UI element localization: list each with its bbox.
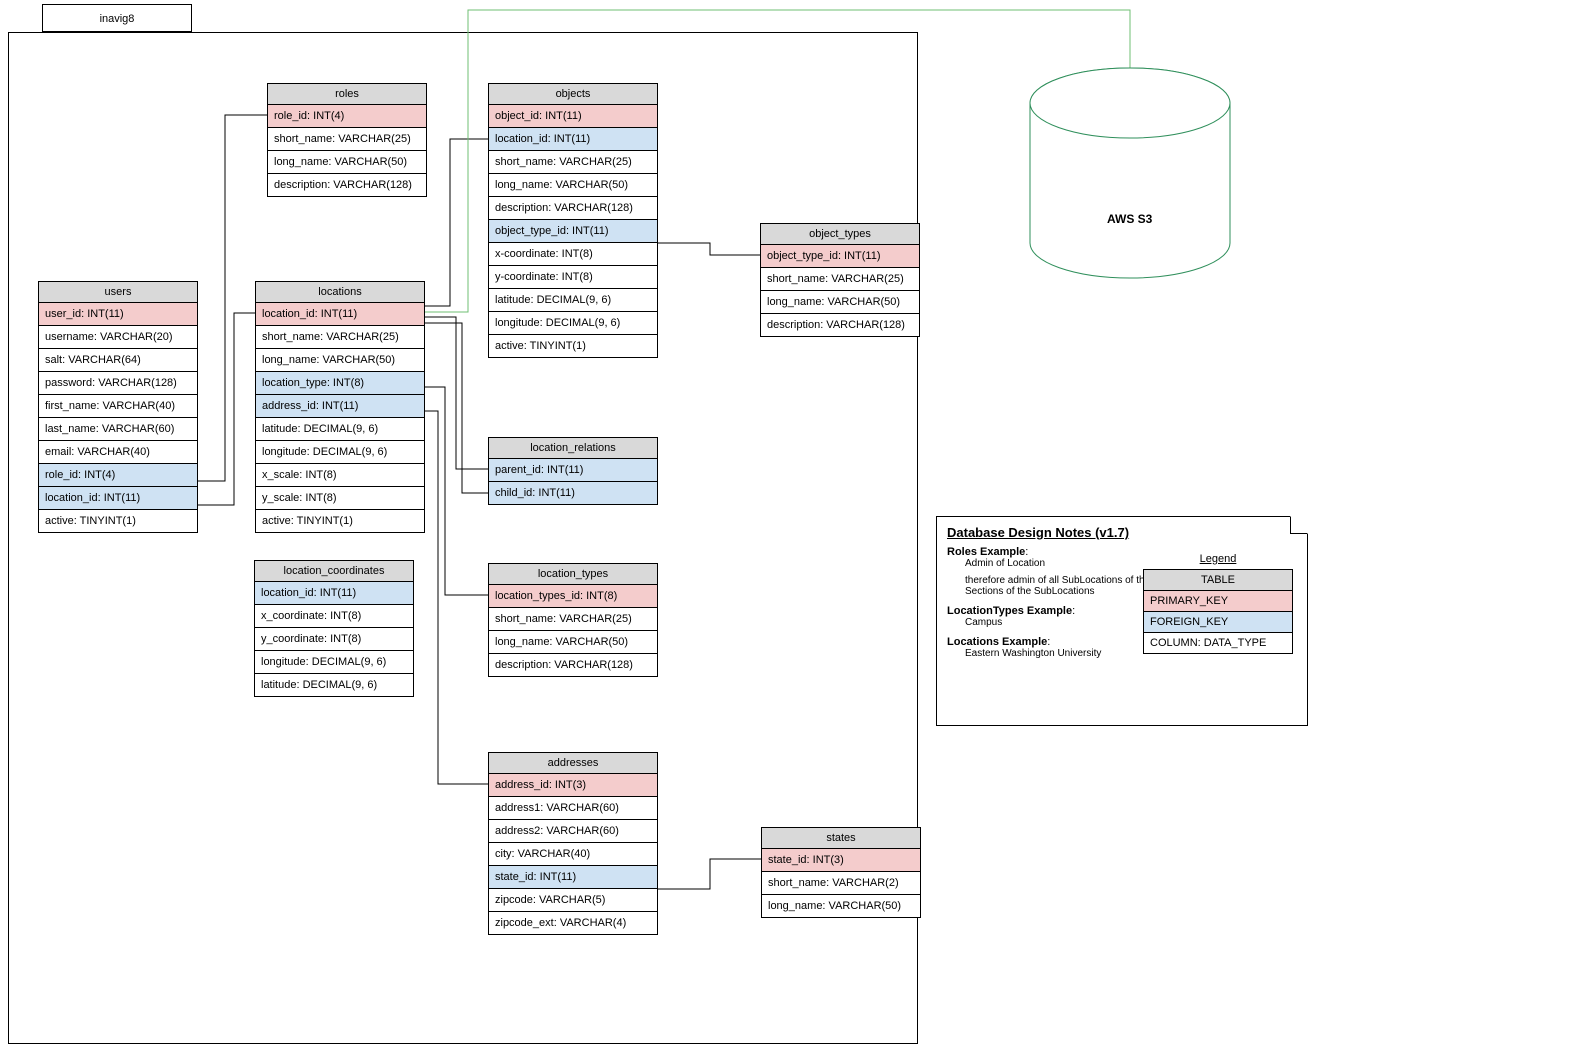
table-location_coordinates: location_coordinateslocation_id: INT(11)… (254, 560, 414, 697)
table-row: short_name: VARCHAR(25) (256, 326, 424, 349)
table-header: users (39, 282, 197, 303)
table-row: object_type_id: INT(11) (761, 245, 919, 268)
table-header: location_types (489, 564, 657, 585)
design-notes: Database Design Notes (v1.7) Roles Examp… (936, 516, 1308, 726)
table-row: state_id: INT(3) (762, 849, 920, 872)
table-header: objects (489, 84, 657, 105)
table-row: description: VARCHAR(128) (489, 654, 657, 676)
table-header: location_coordinates (255, 561, 413, 582)
table-row: y-coordinate: INT(8) (489, 266, 657, 289)
table-row: user_id: INT(11) (39, 303, 197, 326)
table-row: state_id: INT(11) (489, 866, 657, 889)
table-row: first_name: VARCHAR(40) (39, 395, 197, 418)
table-row: longitude: DECIMAL(9, 6) (489, 312, 657, 335)
table-row: description: VARCHAR(128) (761, 314, 919, 336)
table-row: child_id: INT(11) (489, 482, 657, 504)
table-row: short_name: VARCHAR(2) (762, 872, 920, 895)
table-location_relations: location_relationsparent_id: INT(11)chil… (488, 437, 658, 505)
table-row: last_name: VARCHAR(60) (39, 418, 197, 441)
table-row: short_name: VARCHAR(25) (761, 268, 919, 291)
note-fold-icon (1290, 516, 1308, 534)
legend-row: FOREIGN_KEY (1144, 612, 1292, 633)
table-header: roles (268, 84, 426, 105)
table-row: description: VARCHAR(128) (489, 197, 657, 220)
tab-label: inavig8 (42, 4, 192, 32)
table-row: x_coordinate: INT(8) (255, 605, 413, 628)
table-header: locations (256, 282, 424, 303)
table-row: long_name: VARCHAR(50) (256, 349, 424, 372)
table-header: states (762, 828, 920, 849)
table-addresses: addressesaddress_id: INT(3)address1: VAR… (488, 752, 658, 935)
table-header: addresses (489, 753, 657, 774)
table-row: parent_id: INT(11) (489, 459, 657, 482)
table-row: zipcode: VARCHAR(5) (489, 889, 657, 912)
table-header: location_relations (489, 438, 657, 459)
table-row: latitude: DECIMAL(9, 6) (489, 289, 657, 312)
table-row: short_name: VARCHAR(25) (489, 151, 657, 174)
table-row: long_name: VARCHAR(50) (268, 151, 426, 174)
table-row: description: VARCHAR(128) (268, 174, 426, 196)
table-row: object_type_id: INT(11) (489, 220, 657, 243)
table-location_types: location_typeslocation_types_id: INT(8)s… (488, 563, 658, 677)
table-row: role_id: INT(4) (268, 105, 426, 128)
table-row: username: VARCHAR(20) (39, 326, 197, 349)
table-row: active: TINYINT(1) (256, 510, 424, 532)
table-states: statesstate_id: INT(3)short_name: VARCHA… (761, 827, 921, 918)
table-row: zipcode_ext: VARCHAR(4) (489, 912, 657, 934)
table-row: active: TINYINT(1) (39, 510, 197, 532)
table-row: longitude: DECIMAL(9, 6) (256, 441, 424, 464)
table-row: long_name: VARCHAR(50) (761, 291, 919, 314)
table-row: address2: VARCHAR(60) (489, 820, 657, 843)
table-row: location_id: INT(11) (489, 128, 657, 151)
table-row: y_scale: INT(8) (256, 487, 424, 510)
table-row: latitude: DECIMAL(9, 6) (255, 674, 413, 696)
table-row: x-coordinate: INT(8) (489, 243, 657, 266)
table-row: location_id: INT(11) (255, 582, 413, 605)
table-row: object_id: INT(11) (489, 105, 657, 128)
table-row: address_id: INT(11) (256, 395, 424, 418)
legend-row: COLUMN: DATA_TYPE (1144, 633, 1292, 653)
table-row: email: VARCHAR(40) (39, 441, 197, 464)
table-users: usersuser_id: INT(11)username: VARCHAR(2… (38, 281, 198, 533)
legend-row: TABLE (1144, 570, 1292, 591)
table-row: long_name: VARCHAR(50) (489, 174, 657, 197)
legend-row: PRIMARY_KEY (1144, 591, 1292, 612)
table-row: location_id: INT(11) (256, 303, 424, 326)
table-row: short_name: VARCHAR(25) (489, 608, 657, 631)
table-row: active: TINYINT(1) (489, 335, 657, 357)
table-roles: rolesrole_id: INT(4)short_name: VARCHAR(… (267, 83, 427, 197)
table-row: role_id: INT(4) (39, 464, 197, 487)
table-row: longitude: DECIMAL(9, 6) (255, 651, 413, 674)
note-title: Database Design Notes (v1.7) (947, 525, 1297, 540)
legend-title: Legend (1143, 553, 1293, 565)
table-row: long_name: VARCHAR(50) (762, 895, 920, 917)
table-row: location_type: INT(8) (256, 372, 424, 395)
table-row: address1: VARCHAR(60) (489, 797, 657, 820)
s3-label: AWS S3 (1107, 212, 1152, 226)
table-row: short_name: VARCHAR(25) (268, 128, 426, 151)
table-header: object_types (761, 224, 919, 245)
table-row: latitude: DECIMAL(9, 6) (256, 418, 424, 441)
table-row: password: VARCHAR(128) (39, 372, 197, 395)
table-row: salt: VARCHAR(64) (39, 349, 197, 372)
table-row: y_coordinate: INT(8) (255, 628, 413, 651)
table-objects: objectsobject_id: INT(11)location_id: IN… (488, 83, 658, 358)
table-row: location_id: INT(11) (39, 487, 197, 510)
table-locations: locationslocation_id: INT(11)short_name:… (255, 281, 425, 533)
table-row: x_scale: INT(8) (256, 464, 424, 487)
legend-table: TABLEPRIMARY_KEYFOREIGN_KEYCOLUMN: DATA_… (1143, 569, 1293, 654)
table-row: long_name: VARCHAR(50) (489, 631, 657, 654)
table-object_types: object_typesobject_type_id: INT(11)short… (760, 223, 920, 337)
table-row: address_id: INT(3) (489, 774, 657, 797)
table-row: city: VARCHAR(40) (489, 843, 657, 866)
table-row: location_types_id: INT(8) (489, 585, 657, 608)
